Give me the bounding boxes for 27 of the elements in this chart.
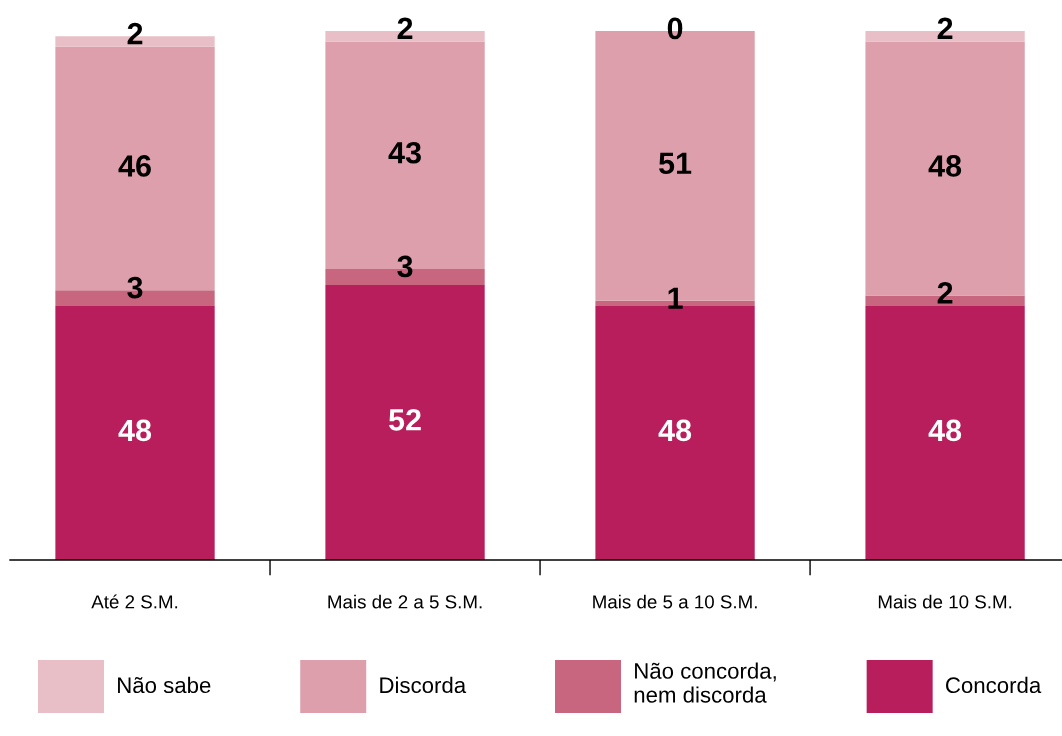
legend-label: Discorda <box>380 676 467 694</box>
data-label: 2 <box>127 22 143 45</box>
data-label: 48 <box>658 419 692 442</box>
x-tick-label: Até 2 S.M. <box>91 594 178 609</box>
data-label: 48 <box>928 419 962 442</box>
data-label: 46 <box>118 155 151 177</box>
data-label: 3 <box>127 276 143 299</box>
x-tick-label: Mais de 2 a 5 S.M. <box>328 594 482 609</box>
legend-label: Concorda <box>946 676 1042 694</box>
bar <box>325 284 485 560</box>
bar <box>55 306 215 560</box>
data-label: 3 <box>397 255 413 278</box>
data-label: 1 <box>668 287 683 309</box>
data-label: 0 <box>667 17 683 40</box>
legend-label: Não sabe <box>118 676 211 694</box>
data-label: 2 <box>397 17 413 39</box>
data-label: 43 <box>388 141 421 164</box>
bar <box>865 306 1025 560</box>
legend-label: Não concorda, nem discorda <box>634 662 776 703</box>
data-label: 2 <box>937 17 953 39</box>
data-label: 2 <box>937 282 953 304</box>
x-tick-label: Mais de 5 a 10 S.M. <box>593 594 757 609</box>
data-label: 48 <box>928 155 962 177</box>
x-tick-label: Mais de 10 S.M. <box>878 594 1012 609</box>
data-label: 48 <box>118 419 152 442</box>
data-label: 51 <box>659 152 692 175</box>
data-label: 52 <box>388 409 421 431</box>
